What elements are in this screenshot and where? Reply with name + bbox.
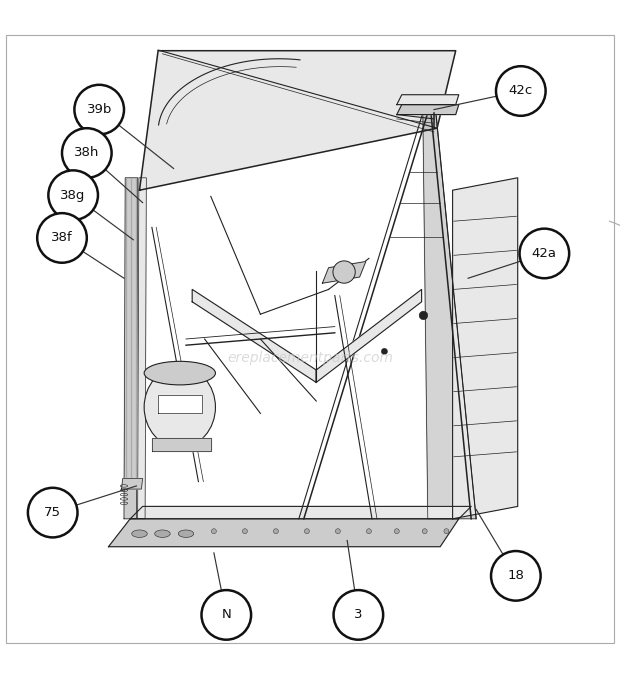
Circle shape <box>366 529 371 534</box>
Circle shape <box>37 213 87 263</box>
Polygon shape <box>138 178 146 519</box>
Circle shape <box>242 529 247 534</box>
Circle shape <box>491 551 541 601</box>
Text: ereplacementparts.com: ereplacementparts.com <box>227 351 393 365</box>
Text: 42a: 42a <box>532 247 557 260</box>
Circle shape <box>381 348 388 355</box>
Text: 42c: 42c <box>508 85 533 98</box>
Circle shape <box>419 311 428 320</box>
Text: 39b: 39b <box>87 103 112 116</box>
Text: 3: 3 <box>354 608 363 622</box>
Circle shape <box>394 529 399 534</box>
Circle shape <box>422 529 427 534</box>
Polygon shape <box>397 104 459 115</box>
Circle shape <box>273 529 278 534</box>
Polygon shape <box>192 290 316 382</box>
Text: 75: 75 <box>44 506 61 519</box>
Polygon shape <box>130 506 471 519</box>
Polygon shape <box>122 479 143 489</box>
Ellipse shape <box>131 530 148 538</box>
Circle shape <box>211 529 216 534</box>
Ellipse shape <box>179 530 193 538</box>
Polygon shape <box>423 113 476 519</box>
Circle shape <box>28 487 78 538</box>
Ellipse shape <box>144 367 216 447</box>
Polygon shape <box>158 395 202 414</box>
Polygon shape <box>152 438 211 451</box>
Circle shape <box>62 128 112 178</box>
Circle shape <box>74 85 124 134</box>
Circle shape <box>48 170 98 220</box>
Circle shape <box>496 66 546 116</box>
Polygon shape <box>124 178 138 519</box>
Circle shape <box>335 529 340 534</box>
Circle shape <box>202 590 251 640</box>
Circle shape <box>334 590 383 640</box>
Ellipse shape <box>144 361 216 385</box>
Polygon shape <box>140 51 456 191</box>
Circle shape <box>304 529 309 534</box>
Text: 18: 18 <box>507 570 525 582</box>
Polygon shape <box>322 262 366 283</box>
Polygon shape <box>316 290 422 382</box>
Polygon shape <box>397 95 459 104</box>
Polygon shape <box>108 519 459 546</box>
Text: 38h: 38h <box>74 146 99 159</box>
Text: 38f: 38f <box>51 231 73 245</box>
Circle shape <box>520 228 569 278</box>
Ellipse shape <box>155 530 170 538</box>
Circle shape <box>444 529 449 534</box>
Polygon shape <box>453 178 518 519</box>
Text: 38g: 38g <box>61 188 86 201</box>
Circle shape <box>333 261 355 283</box>
Text: N: N <box>221 608 231 622</box>
